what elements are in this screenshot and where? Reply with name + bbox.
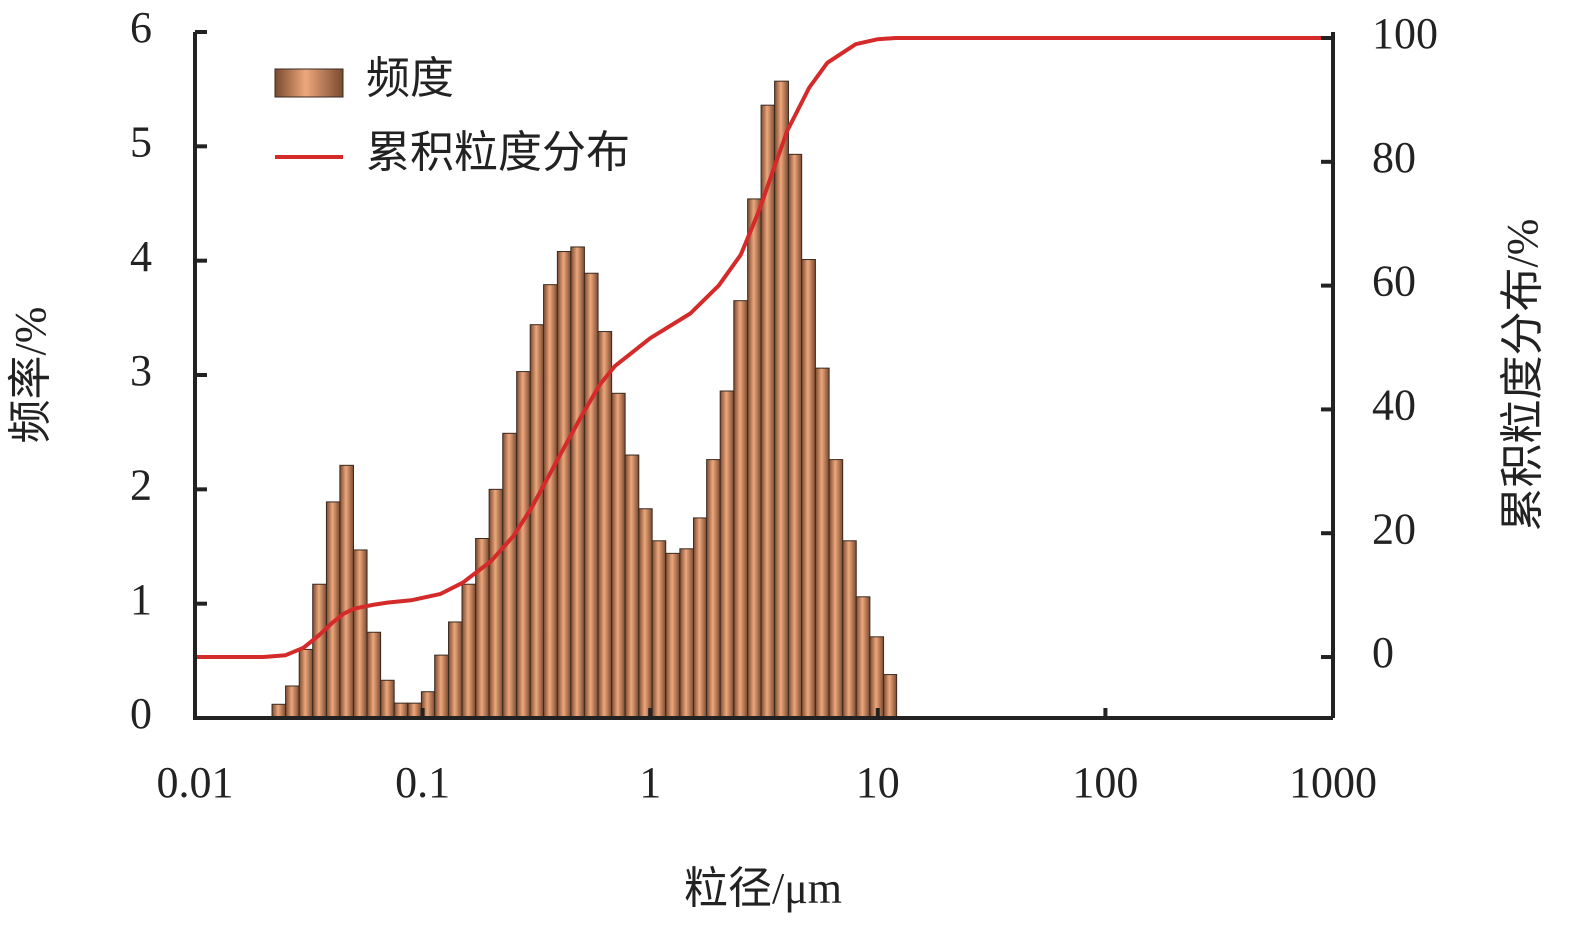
bar bbox=[747, 198, 762, 719]
bar bbox=[380, 679, 395, 719]
x-tick-label: 0.01 bbox=[157, 758, 234, 807]
bar bbox=[271, 703, 287, 719]
bar bbox=[638, 508, 653, 719]
bar bbox=[352, 549, 368, 719]
bar bbox=[651, 540, 667, 719]
bar bbox=[583, 272, 599, 719]
bar bbox=[693, 517, 708, 719]
bar bbox=[502, 432, 518, 719]
bar bbox=[801, 259, 816, 719]
bar bbox=[706, 459, 721, 719]
bar bbox=[787, 153, 803, 719]
y2-tick-label: 60 bbox=[1372, 257, 1416, 306]
bar bbox=[883, 674, 898, 719]
bar bbox=[312, 583, 327, 719]
legend-label: 频度 bbox=[366, 54, 454, 103]
bar bbox=[597, 331, 613, 719]
bar bbox=[325, 501, 341, 719]
y2-tick-label: 0 bbox=[1372, 628, 1394, 677]
y-axis-title: 频率/% bbox=[6, 307, 55, 444]
bar bbox=[543, 284, 558, 719]
bar bbox=[611, 392, 626, 719]
bar bbox=[529, 324, 545, 719]
y-tick-label: 3 bbox=[130, 346, 152, 395]
bar bbox=[679, 548, 695, 719]
bar bbox=[434, 654, 450, 719]
y-tick-label: 6 bbox=[130, 3, 152, 52]
y-tick-label: 1 bbox=[130, 575, 152, 624]
x-tick-label: 100 bbox=[1072, 758, 1138, 807]
bar bbox=[285, 685, 300, 719]
legend-label: 累积粒度分布 bbox=[366, 128, 630, 177]
bar bbox=[665, 552, 681, 719]
x-tick-label: 1000 bbox=[1289, 758, 1377, 807]
bar bbox=[855, 596, 871, 719]
bar bbox=[298, 648, 314, 719]
y2-axis-title: 累积粒度分布/% bbox=[1498, 219, 1547, 532]
bar bbox=[624, 454, 640, 719]
bar bbox=[869, 636, 885, 719]
bar bbox=[461, 583, 477, 719]
y2-tick-label: 100 bbox=[1372, 9, 1438, 58]
bar bbox=[516, 371, 531, 719]
y2-tick-label: 40 bbox=[1372, 381, 1416, 430]
y-tick-label: 0 bbox=[130, 689, 152, 738]
bar bbox=[719, 390, 735, 719]
bar bbox=[556, 251, 572, 719]
bar bbox=[448, 621, 463, 719]
bar bbox=[828, 459, 844, 719]
x-axis-title: 粒径/μm bbox=[684, 864, 842, 913]
bar bbox=[842, 540, 857, 719]
cumulative-line bbox=[195, 36, 1333, 659]
legend-swatch bbox=[274, 68, 344, 98]
bar bbox=[774, 80, 789, 719]
y-tick-label: 4 bbox=[130, 232, 152, 281]
x-tick-label: 0.1 bbox=[395, 758, 450, 807]
x-tick-label: 10 bbox=[856, 758, 900, 807]
bar bbox=[814, 367, 830, 719]
x-tick-label: 1 bbox=[639, 758, 661, 807]
bar bbox=[366, 631, 382, 719]
bar bbox=[393, 702, 409, 719]
bar bbox=[733, 300, 749, 719]
y-tick-label: 2 bbox=[130, 460, 152, 509]
y-tick-label: 5 bbox=[130, 117, 152, 166]
bar bbox=[488, 488, 504, 719]
bar bbox=[339, 464, 354, 719]
bar bbox=[407, 702, 422, 719]
y2-tick-label: 80 bbox=[1372, 133, 1416, 182]
bar bbox=[570, 246, 585, 719]
y2-tick-label: 20 bbox=[1372, 504, 1416, 553]
